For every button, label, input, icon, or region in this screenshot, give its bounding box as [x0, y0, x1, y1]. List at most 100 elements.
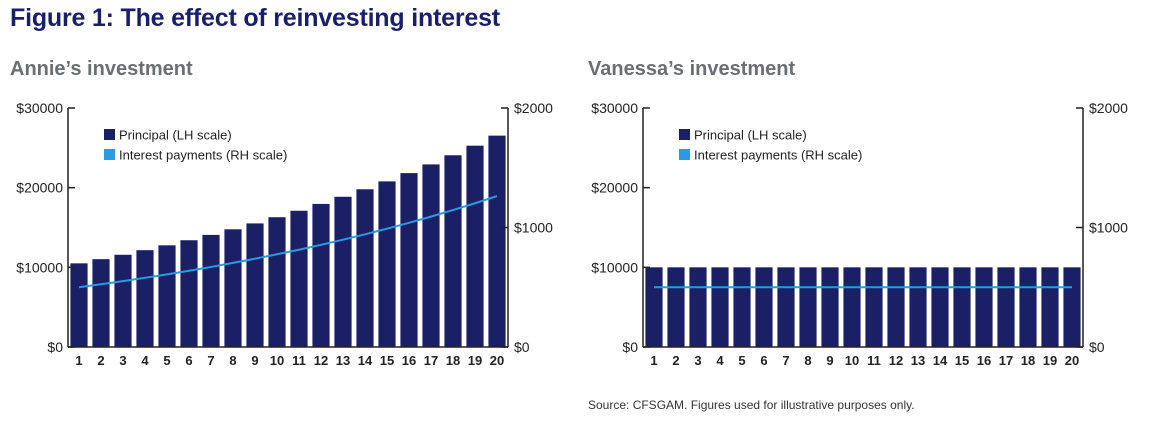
vanessa-chart-title: Vanessa’s investment	[588, 58, 796, 80]
principal-bar	[246, 223, 264, 347]
legend-principal-label: Principal (LH scale)	[119, 128, 232, 143]
legend-interest-label: Interest payments (RH scale)	[694, 148, 862, 163]
x-axis-tick-label: 18	[1021, 353, 1035, 368]
x-axis-tick-label: 12	[889, 353, 903, 368]
principal-bar	[865, 267, 883, 347]
principal-bar	[755, 267, 773, 347]
x-axis-tick-label: 11	[292, 353, 306, 368]
x-axis-tick-label: 9	[251, 353, 258, 368]
x-axis-tick-label: 8	[804, 353, 811, 368]
principal-bar	[733, 267, 751, 347]
principal-bar	[202, 234, 220, 347]
left-axis-tick-label: $20000	[591, 180, 638, 196]
principal-bar	[777, 267, 795, 347]
x-axis-tick-label: 2	[672, 353, 679, 368]
left-axis-tick-label: $0	[622, 339, 638, 355]
x-axis-tick-label: 19	[1043, 353, 1057, 368]
legend-principal-swatch	[104, 129, 115, 140]
x-axis-tick-label: 10	[845, 353, 859, 368]
right-axis-tick-label: $0	[1089, 339, 1105, 355]
principal-bar	[290, 210, 308, 347]
annie-chart-title: Annie’s investment	[10, 58, 193, 80]
x-axis-tick-label: 16	[402, 353, 416, 368]
x-axis-tick-label: 5	[738, 353, 745, 368]
left-axis-tick-label: $30000	[591, 100, 638, 116]
right-axis-tick-label: $1000	[514, 220, 553, 236]
principal-bar	[136, 250, 154, 347]
x-axis-tick-label: 20	[1065, 353, 1079, 368]
principal-bar	[378, 181, 396, 347]
legend-interest-label: Interest payments (RH scale)	[119, 148, 287, 163]
x-axis-tick-label: 12	[314, 353, 328, 368]
x-axis-tick-label: 7	[782, 353, 789, 368]
principal-bar	[843, 267, 861, 347]
legend-interest-swatch	[104, 149, 115, 160]
x-axis-tick-label: 13	[336, 353, 350, 368]
principal-bar	[667, 267, 685, 347]
x-axis-tick-label: 14	[933, 353, 948, 368]
left-axis-tick-label: $0	[47, 339, 63, 355]
principal-bar	[92, 259, 110, 347]
principal-bar	[887, 267, 905, 347]
figure-title: Figure 1: The effect of reinvesting inte…	[10, 4, 500, 32]
x-axis-tick-label: 2	[97, 353, 104, 368]
x-axis-tick-label: 4	[716, 353, 724, 368]
principal-bar	[334, 196, 352, 347]
principal-bar	[821, 267, 839, 347]
right-axis-tick-label: $2000	[1089, 100, 1128, 116]
x-axis-tick-label: 4	[141, 353, 149, 368]
principal-bar	[975, 267, 993, 347]
right-axis-tick-label: $1000	[1089, 220, 1128, 236]
principal-bar	[799, 267, 817, 347]
principal-bar	[1019, 267, 1037, 347]
x-axis-tick-label: 5	[163, 353, 170, 368]
legend-principal-swatch	[679, 129, 690, 140]
left-axis-tick-label: $20000	[16, 180, 63, 196]
x-axis-tick-label: 1	[75, 353, 82, 368]
x-axis-tick-label: 17	[999, 353, 1013, 368]
principal-bar	[444, 155, 462, 347]
x-axis-tick-label: 18	[446, 353, 460, 368]
principal-bar	[931, 267, 949, 347]
x-axis-tick-label: 17	[424, 353, 438, 368]
x-axis-tick-label: 13	[911, 353, 925, 368]
principal-bar	[356, 189, 374, 347]
right-axis-tick-label: $0	[514, 339, 530, 355]
principal-bar	[1041, 267, 1059, 347]
x-axis-tick-label: 6	[760, 353, 767, 368]
x-axis-tick-label: 15	[955, 353, 969, 368]
left-axis-tick-label: $10000	[591, 259, 638, 275]
principal-bar	[711, 267, 729, 347]
x-axis-tick-label: 10	[270, 353, 284, 368]
principal-bar	[909, 267, 927, 347]
principal-bar	[268, 217, 286, 347]
right-axis-tick-label: $2000	[514, 100, 553, 116]
x-axis-tick-label: 7	[207, 353, 214, 368]
principal-bar	[224, 229, 242, 347]
left-axis-tick-label: $10000	[16, 259, 63, 275]
principal-bar	[422, 164, 440, 347]
principal-bar	[312, 203, 330, 347]
principal-bar	[997, 267, 1015, 347]
x-axis-tick-label: 3	[694, 353, 701, 368]
principal-bar	[70, 263, 88, 347]
principal-bar	[158, 245, 176, 347]
principal-bar	[114, 254, 132, 347]
legend-principal-label: Principal (LH scale)	[694, 128, 807, 143]
principal-bar	[1063, 267, 1081, 347]
interest-payments-line	[78, 195, 498, 289]
legend-interest-swatch	[679, 149, 690, 160]
principal-bar	[400, 173, 418, 347]
principal-bar	[180, 240, 198, 347]
x-axis-tick-label: 20	[490, 353, 504, 368]
principal-bar	[466, 145, 484, 347]
principal-bar	[488, 135, 506, 347]
principal-bar	[953, 267, 971, 347]
principal-bar	[689, 267, 707, 347]
left-axis-tick-label: $30000	[16, 100, 63, 116]
x-axis-tick-label: 11	[867, 353, 881, 368]
x-axis-tick-label: 1	[650, 353, 657, 368]
x-axis-tick-label: 6	[185, 353, 192, 368]
